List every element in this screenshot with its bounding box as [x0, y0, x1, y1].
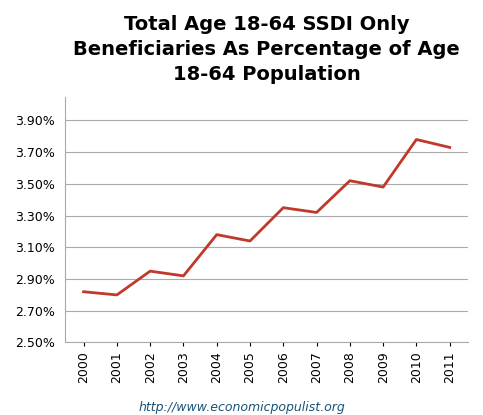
Text: http://www.economicpopulist.org: http://www.economicpopulist.org	[138, 401, 345, 414]
Title: Total Age 18-64 SSDI Only
Beneficiaries As Percentage of Age
18-64 Population: Total Age 18-64 SSDI Only Beneficiaries …	[73, 15, 460, 84]
